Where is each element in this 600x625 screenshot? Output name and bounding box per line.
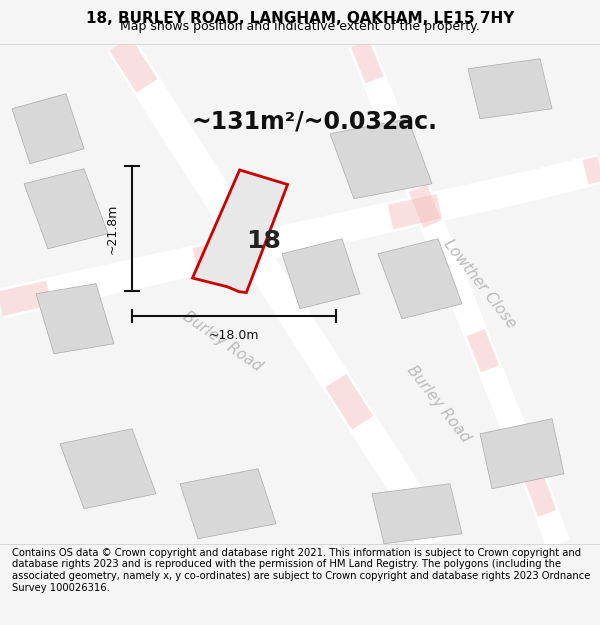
Text: 18: 18 xyxy=(247,229,281,253)
Polygon shape xyxy=(468,59,552,119)
Text: 18, BURLEY ROAD, LANGHAM, OAKHAM, LE15 7HY: 18, BURLEY ROAD, LANGHAM, OAKHAM, LE15 7… xyxy=(86,11,514,26)
Text: Contains OS data © Crown copyright and database right 2021. This information is : Contains OS data © Crown copyright and d… xyxy=(12,548,590,592)
Polygon shape xyxy=(12,94,84,164)
Text: Burley Road: Burley Road xyxy=(179,309,265,374)
Polygon shape xyxy=(60,429,156,509)
Text: Lowther Close: Lowther Close xyxy=(441,236,519,331)
Polygon shape xyxy=(180,469,276,539)
Polygon shape xyxy=(372,484,462,544)
Polygon shape xyxy=(480,419,564,489)
Polygon shape xyxy=(282,239,360,309)
Text: ~21.8m: ~21.8m xyxy=(106,204,119,254)
Polygon shape xyxy=(193,170,287,292)
Text: ~131m²/~0.032ac.: ~131m²/~0.032ac. xyxy=(192,109,438,133)
Text: ~18.0m: ~18.0m xyxy=(209,329,259,342)
Polygon shape xyxy=(36,284,114,354)
Polygon shape xyxy=(330,119,432,199)
Polygon shape xyxy=(378,239,462,319)
Text: Burley Road: Burley Road xyxy=(404,362,472,445)
Polygon shape xyxy=(24,169,108,249)
Text: Map shows position and indicative extent of the property.: Map shows position and indicative extent… xyxy=(120,20,480,32)
